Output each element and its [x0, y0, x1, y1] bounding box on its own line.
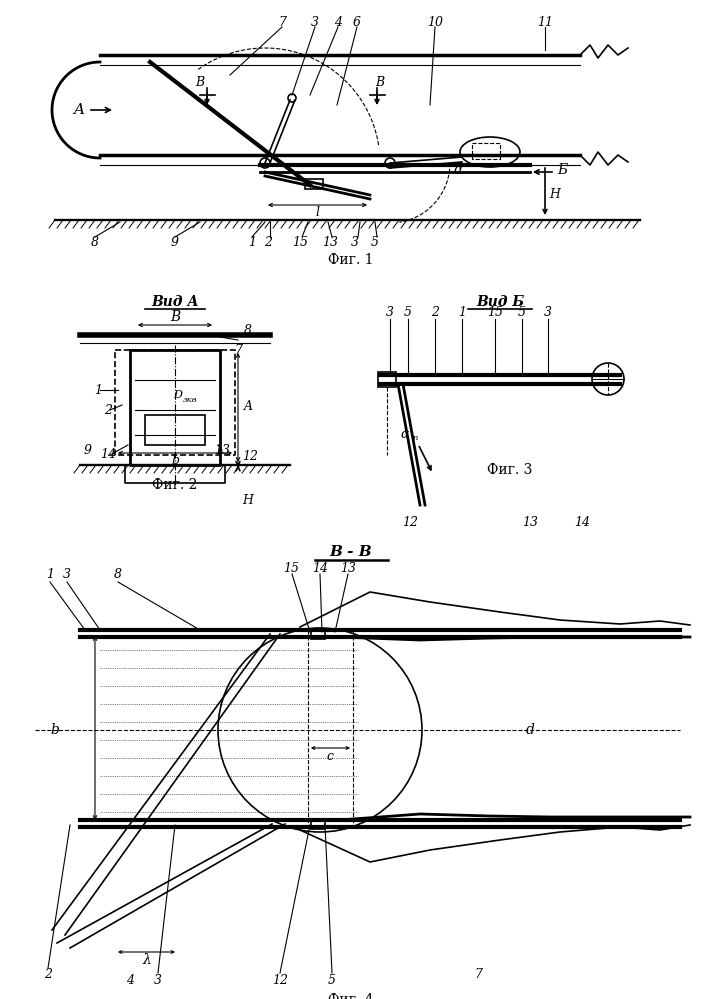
Text: α: α [453, 163, 463, 177]
Text: B: B [170, 310, 180, 324]
Text: Фиг. 4: Фиг. 4 [328, 993, 374, 999]
Text: 13: 13 [322, 236, 338, 249]
Text: 8: 8 [114, 568, 122, 581]
Text: 14: 14 [574, 516, 590, 529]
Text: 3: 3 [154, 973, 162, 986]
Text: 7: 7 [278, 16, 286, 29]
Text: 11: 11 [537, 16, 553, 29]
Text: 1: 1 [458, 307, 466, 320]
Text: 7: 7 [234, 344, 242, 357]
Text: 10: 10 [427, 16, 443, 29]
Text: Вид А: Вид А [151, 295, 199, 309]
Text: B - B: B - B [330, 545, 373, 559]
Text: 13: 13 [340, 561, 356, 574]
Text: 2: 2 [431, 307, 439, 320]
Text: b: b [171, 454, 179, 467]
Text: экв: экв [183, 396, 198, 404]
Text: 7: 7 [474, 968, 482, 981]
Text: 3: 3 [311, 16, 319, 29]
Text: 12: 12 [272, 973, 288, 986]
Text: 8: 8 [244, 324, 252, 337]
Text: 15: 15 [292, 236, 308, 249]
Text: H: H [243, 494, 254, 506]
Text: п: п [413, 434, 418, 442]
Text: Б: Б [557, 163, 567, 177]
Text: 13: 13 [522, 516, 538, 529]
Text: Вид Б: Вид Б [476, 295, 524, 309]
Text: 15: 15 [487, 307, 503, 320]
Text: H: H [550, 189, 560, 202]
Text: Фиг. 3: Фиг. 3 [487, 463, 533, 477]
Text: 14: 14 [312, 561, 328, 574]
Text: 8: 8 [91, 236, 99, 249]
Text: 2: 2 [44, 968, 52, 981]
Text: 14: 14 [100, 449, 116, 462]
Text: 1: 1 [94, 384, 102, 397]
Text: d: d [526, 723, 534, 737]
Text: Фиг. 1: Фиг. 1 [328, 253, 374, 267]
Text: 3: 3 [351, 236, 359, 249]
Text: 5: 5 [371, 236, 379, 249]
Text: A: A [74, 103, 84, 117]
Text: Фиг. 2: Фиг. 2 [153, 478, 198, 492]
Text: 2: 2 [104, 404, 112, 417]
FancyBboxPatch shape [305, 179, 323, 189]
Text: 4: 4 [126, 973, 134, 986]
Text: 3: 3 [386, 307, 394, 320]
Text: 12: 12 [242, 451, 258, 464]
Text: 12: 12 [402, 516, 418, 529]
Text: l: l [315, 207, 319, 220]
Text: 2: 2 [264, 236, 272, 249]
Text: 9: 9 [171, 236, 179, 249]
Text: B: B [195, 76, 205, 89]
Text: D: D [174, 390, 183, 400]
FancyBboxPatch shape [311, 629, 325, 639]
Text: λ: λ [143, 953, 151, 967]
Text: 3: 3 [63, 568, 71, 581]
Text: 6: 6 [353, 16, 361, 29]
Text: c: c [326, 749, 333, 762]
Text: 15: 15 [283, 561, 299, 574]
FancyBboxPatch shape [311, 819, 325, 829]
Text: 5: 5 [328, 973, 336, 986]
Text: 5: 5 [404, 307, 412, 320]
Text: 1: 1 [46, 568, 54, 581]
Text: 3: 3 [544, 307, 552, 320]
Text: 9: 9 [84, 444, 92, 457]
Text: α: α [401, 429, 409, 442]
Text: 5: 5 [518, 307, 526, 320]
Text: 4: 4 [334, 16, 342, 29]
Text: B: B [375, 76, 385, 89]
Text: 13: 13 [214, 444, 230, 457]
Text: b: b [51, 723, 60, 737]
Text: 1: 1 [248, 236, 256, 249]
Text: A: A [243, 401, 252, 414]
